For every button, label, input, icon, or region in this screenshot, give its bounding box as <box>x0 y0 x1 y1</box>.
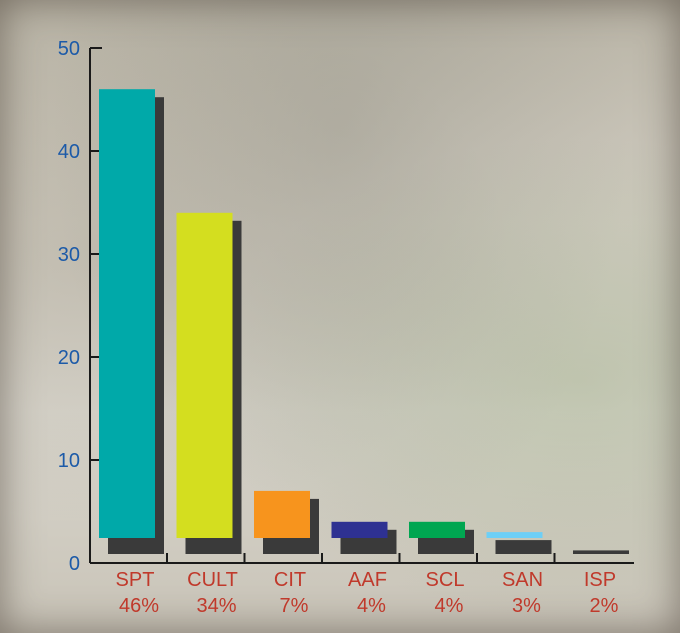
category-labels: SPT 46% CULT 34% CIT 7% AAF 4% SCL 4% SAN 3% ISP 2% <box>116 569 619 617</box>
percent-label: 4% <box>357 595 386 617</box>
y-axis: 0 10 20 30 40 50 <box>58 38 102 575</box>
percent-label: 2% <box>590 595 619 617</box>
bar-shadow <box>495 540 552 554</box>
y-tick-label: 20 <box>58 347 80 369</box>
bar-aaf <box>331 521 388 538</box>
category-label: SPT <box>116 569 155 591</box>
y-tick-label: 30 <box>58 244 80 266</box>
category-label: CULT <box>187 569 238 591</box>
percent-label: 3% <box>512 595 541 617</box>
percent-label: 34% <box>196 595 236 617</box>
category-label: SCL <box>426 569 465 591</box>
percent-label: 4% <box>435 595 464 617</box>
category-label: AAF <box>348 569 387 591</box>
bar-cult <box>176 212 233 539</box>
y-tick-label: 50 <box>58 38 80 60</box>
bar-cit <box>254 490 310 538</box>
y-tick-label: 10 <box>58 450 80 472</box>
percent-label: 7% <box>280 595 309 617</box>
category-label: ISP <box>584 569 616 591</box>
percent-label: 46% <box>119 595 159 617</box>
bar-shadow <box>573 550 629 554</box>
x-axis <box>90 553 634 564</box>
y-tick-label: 40 <box>58 141 80 163</box>
bars <box>99 89 629 555</box>
y-tick-label: 0 <box>69 553 80 575</box>
bar-san <box>486 532 543 538</box>
bar-scl <box>409 521 465 538</box>
category-label: SAN <box>502 569 543 591</box>
bar-spt <box>99 89 155 538</box>
category-label: CIT <box>274 569 306 591</box>
